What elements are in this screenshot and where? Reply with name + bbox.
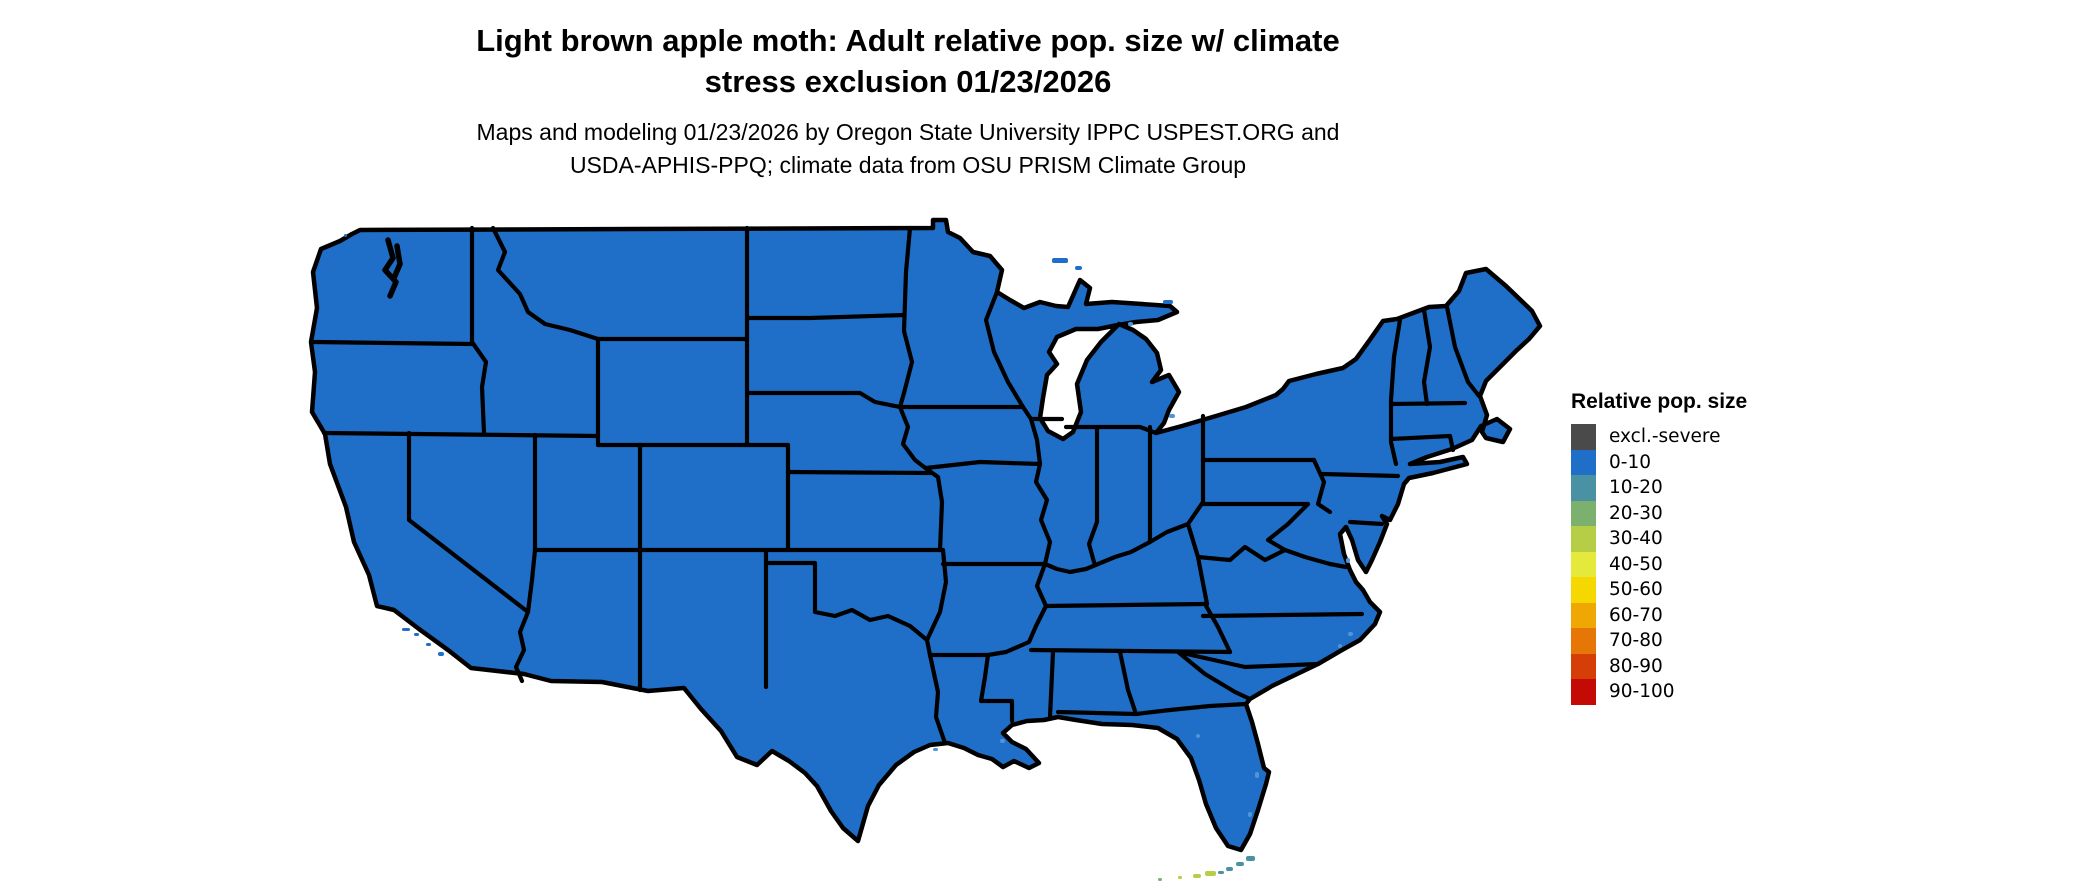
island-speck: [402, 628, 410, 631]
florida-keys-speck: [1226, 867, 1233, 871]
florida-keys-speck: [1236, 862, 1244, 866]
us-choropleth-map: [300, 212, 1600, 892]
legend-item-excl.-severe: excl.-severe: [1571, 424, 1811, 450]
island-speck: [1120, 315, 1129, 320]
map-legend: Relative pop. size excl.-severe 0-10 10-20…: [1571, 390, 1811, 705]
island-speck: [1075, 266, 1082, 270]
legend-label: 70-80: [1609, 630, 1663, 652]
coastal-fringe-speck: [1128, 322, 1133, 326]
florida-keys-speck: [1193, 874, 1201, 878]
legend-label: 0-10: [1609, 451, 1651, 473]
island-speck: [1052, 258, 1068, 263]
legend-item-0-10: 0-10: [1571, 449, 1811, 475]
coastal-fringe-speck: [1000, 739, 1005, 743]
map-title-line2: stress exclusion 01/23/2026: [704, 64, 1112, 99]
island-speck: [414, 633, 419, 636]
legend-swatch-0-10: [1571, 449, 1596, 475]
legend-label: 40-50: [1609, 553, 1663, 575]
island-speck: [344, 234, 347, 237]
map-title-line1: Light brown apple moth: Adult relative p…: [476, 23, 1340, 58]
legend-item-40-50: 40-50: [1571, 551, 1811, 577]
legend-item-10-20: 10-20: [1571, 475, 1811, 501]
map-speck-layer: [341, 234, 1353, 881]
florida-keys-speck: [1246, 856, 1255, 861]
coastal-fringe-speck: [1338, 644, 1342, 648]
legend-label: 80-90: [1609, 655, 1663, 677]
legend-label: 60-70: [1609, 604, 1663, 626]
legend-label: 30-40: [1609, 528, 1663, 550]
state-borders: [311, 225, 1482, 746]
legend-item-20-30: 20-30: [1571, 500, 1811, 526]
legend-swatch-90-100: [1571, 679, 1596, 705]
puget-sound-coastline: [382, 237, 403, 299]
island-speck: [341, 243, 344, 246]
legend-label: 50-60: [1609, 579, 1663, 601]
island-speck: [1163, 300, 1173, 304]
us-map-svg: [308, 217, 1543, 881]
legend-label: 10-20: [1609, 477, 1663, 499]
map-title: Light brown apple moth: Adult relative p…: [208, 20, 1608, 102]
coastal-fringe-speck: [1169, 414, 1175, 418]
legend-swatch-50-60: [1571, 577, 1596, 603]
coastal-fringe-speck: [1196, 734, 1200, 738]
legend-swatch-20-30: [1571, 500, 1596, 526]
legend-swatch-60-70: [1571, 602, 1596, 628]
legend-label: excl.-severe: [1609, 426, 1721, 448]
legend-swatch-30-40: [1571, 526, 1596, 552]
legend-item-80-90: 80-90: [1571, 653, 1811, 679]
legend-title: Relative pop. size: [1571, 390, 1748, 413]
coastal-fringe-speck: [1348, 632, 1353, 636]
legend-item-30-40: 30-40: [1571, 526, 1811, 552]
island-speck: [438, 652, 444, 656]
florida-keys-speck: [1178, 876, 1182, 879]
legend-rows: excl.-severe 0-10 10-20 20-30 30-40 40-50 50-6…: [1571, 424, 1811, 705]
legend-item-70-80: 70-80: [1571, 628, 1811, 654]
florida-keys-speck: [1158, 878, 1162, 881]
legend-item-90-100: 90-100: [1571, 679, 1811, 705]
map-subtitle-line1: Maps and modeling 01/23/2026 by Oregon S…: [476, 119, 1340, 145]
legend-swatch-excl.-severe: [1571, 424, 1596, 450]
island-speck: [426, 643, 431, 646]
legend-item-50-60: 50-60: [1571, 577, 1811, 603]
legend-label: 90-100: [1609, 681, 1675, 703]
us-landmass: [308, 217, 1543, 853]
map-subtitle-line2: USDA-APHIS-PPQ; climate data from OSU PR…: [569, 152, 1247, 178]
legend-swatch-10-20: [1571, 475, 1596, 501]
legend-swatch-40-50: [1571, 551, 1596, 577]
coastal-fringe-speck: [933, 748, 938, 751]
coastal-fringe-speck: [1346, 558, 1350, 563]
coastal-fringe-speck: [1248, 812, 1252, 817]
legend-swatch-80-90: [1571, 653, 1596, 679]
legend-item-60-70: 60-70: [1571, 602, 1811, 628]
coastal-fringe-speck: [1255, 772, 1259, 778]
legend-label: 20-30: [1609, 502, 1663, 524]
map-subtitle: Maps and modeling 01/23/2026 by Oregon S…: [208, 116, 1608, 182]
legend-swatch-70-80: [1571, 628, 1596, 654]
florida-keys-speck: [1205, 871, 1216, 876]
florida-keys-speck: [1218, 871, 1224, 874]
